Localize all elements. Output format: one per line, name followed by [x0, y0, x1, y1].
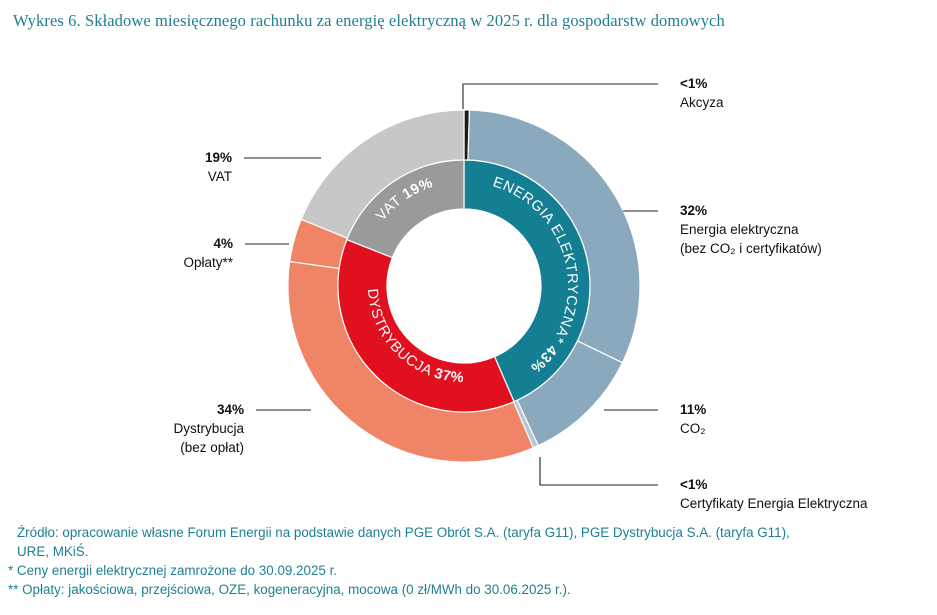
- callout-label-dystrybucja: Dystrybucja: [173, 421, 244, 436]
- inner-ring: [337, 159, 591, 413]
- callout-label-vat: VAT: [208, 169, 232, 184]
- callout-label-oplaty: Opłaty**: [183, 255, 233, 270]
- inner-slice-energia_el: [463, 159, 591, 403]
- callouts: <1% Akcyza 32% Energia elektryczna (bez CO₂ …: [173, 76, 868, 511]
- callout-pct-co2: 11%: [680, 402, 706, 417]
- inner-slice-dystrybucja: [337, 238, 515, 413]
- callout-label-certyfikaty: Certyfikaty Energia Elektryczna: [680, 496, 868, 511]
- footnote-2: ** Opłaty: jakościowa, przejściowa, OZE,…: [8, 582, 571, 597]
- callout-pct-vat: 19%: [205, 150, 232, 165]
- callout-label-co2: CO₂: [680, 421, 706, 436]
- callout-pct-certyfikaty: <1%: [680, 477, 707, 492]
- inner-slice-vat: [346, 159, 465, 259]
- callout-pct-oplaty: 4%: [213, 236, 233, 251]
- inner-label-pct: 37%: [432, 366, 464, 387]
- chart-notes: Źródło: opracowanie własne Forum Energii…: [8, 523, 933, 599]
- leader-line-akcyza: [462, 83, 658, 109]
- source-line-2: URE, MKiŚ.: [17, 544, 89, 559]
- callout-pct-energia: 32%: [680, 203, 707, 218]
- callout-pct-dystrybucja: 34%: [217, 402, 244, 417]
- callout-label-energia: (bez CO₂ i certyfikatów): [680, 241, 822, 256]
- leader-line-certyfikaty: [539, 457, 658, 486]
- callout-label-energia: Energia elektryczna: [680, 222, 799, 237]
- callout-label-dystrybucja: (bez opłat): [180, 440, 244, 455]
- source-line-1: Źródło: opracowanie własne Forum Energii…: [17, 525, 790, 540]
- footnote-1: * Ceny energii elektrycznej zamrożone do…: [8, 563, 338, 578]
- donut-chart: ENERGIA ELEKTRYCZNA* 43%DYSTRYBUCJA 37%V…: [173, 76, 868, 511]
- chart-title: Wykres 6. Składowe miesięcznego rachunku…: [13, 11, 725, 30]
- callout-pct-akcyza: <1%: [680, 76, 707, 91]
- callout-label-akcyza: Akcyza: [680, 95, 724, 110]
